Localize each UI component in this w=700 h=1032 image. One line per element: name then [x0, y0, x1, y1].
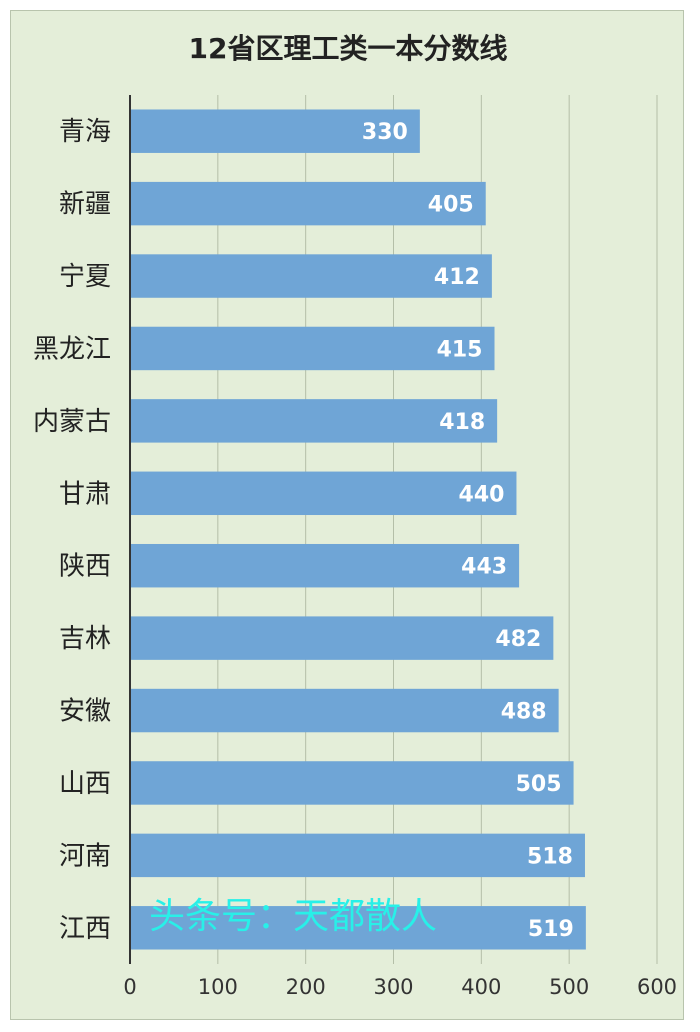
data-label: 518: [527, 844, 573, 869]
category-label: 陕西: [59, 552, 111, 582]
x-tick-label: 400: [461, 975, 501, 999]
x-tick-label: 300: [373, 975, 413, 999]
data-label: 505: [516, 772, 562, 797]
category-label: 青海: [59, 117, 111, 147]
chart-frame: 青海新疆宁夏黑龙江内蒙古甘肃陕西吉林安徽山西河南江西 0 100 200 300 400…: [10, 10, 684, 1020]
x-tick-label: 600: [637, 975, 677, 999]
bar: [131, 616, 554, 660]
bar: [131, 326, 495, 371]
category-label: 新疆: [59, 190, 111, 220]
data-label: 443: [461, 555, 507, 580]
x-tick-label: 100: [198, 975, 238, 999]
category-label: 宁夏: [59, 262, 111, 292]
bar: [131, 688, 559, 733]
data-label: 415: [437, 337, 483, 362]
category-label: 江西: [59, 914, 111, 944]
x-tick-label: 500: [549, 975, 589, 999]
bar: [131, 254, 492, 298]
data-label: 482: [495, 627, 541, 652]
data-label: 440: [459, 482, 505, 507]
bar: [131, 471, 517, 516]
bar: [131, 181, 486, 226]
bar: [131, 399, 498, 443]
x-tick-labels: 0 100 200 300 400 500 600: [123, 975, 677, 999]
data-label: 519: [528, 917, 574, 942]
bars: [131, 109, 586, 950]
x-tick-label: 200: [286, 975, 326, 999]
data-label: 330: [362, 120, 408, 145]
data-labels: 330 405 412 415 418 440 443 482 488 505 518 519: [362, 120, 574, 942]
category-label: 山西: [59, 769, 111, 799]
data-label: 418: [439, 410, 485, 435]
category-label: 河南: [59, 841, 111, 871]
data-label: 488: [501, 700, 547, 725]
watermark-text: 头条号：天都散人: [149, 896, 437, 937]
category-label: 吉林: [59, 624, 111, 654]
data-label: 405: [428, 193, 474, 218]
bar: [131, 109, 420, 153]
bar: [131, 543, 520, 588]
data-label: 412: [434, 265, 480, 290]
category-label: 内蒙古: [33, 407, 111, 437]
bar: [131, 833, 585, 878]
bar: [131, 906, 586, 950]
category-label: 甘肃: [59, 479, 111, 509]
category-label: 黑龙江: [33, 334, 111, 364]
chart-title: 12省区理工类一本分数线: [189, 32, 508, 65]
gridlines: [217, 95, 658, 964]
bar: [131, 761, 574, 805]
category-label: 安徽: [59, 697, 111, 727]
x-tick-label: 0: [123, 975, 136, 999]
